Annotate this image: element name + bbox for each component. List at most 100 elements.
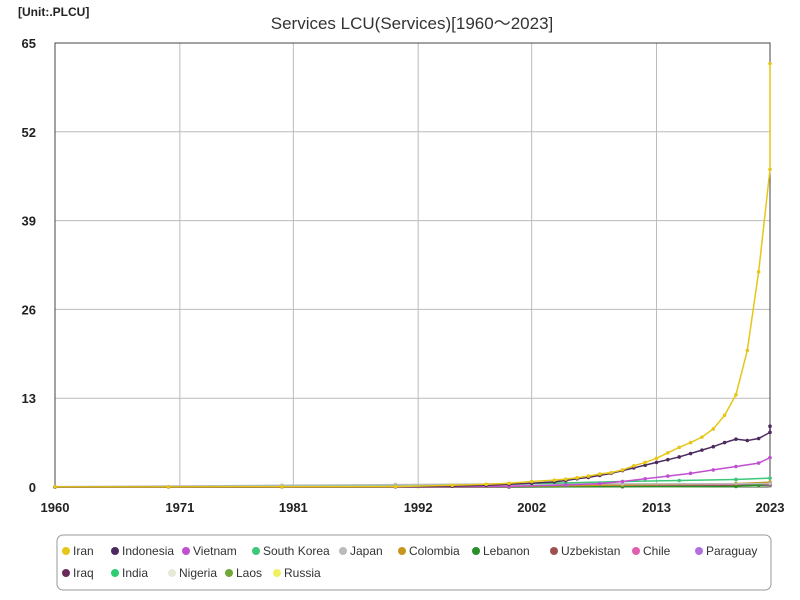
legend-label: Nigeria [179,566,217,580]
data-point [688,440,693,445]
data-point [722,413,727,418]
legend-marker [62,547,70,555]
data-point [450,483,455,488]
legend-label: Colombia [409,544,460,558]
legend-item: Laos [225,566,262,580]
data-point [756,436,761,441]
data-point [393,484,398,489]
legend-marker [695,547,703,555]
legend-label: South Korea [263,544,330,558]
legend-label: Lebanon [483,544,530,558]
data-point [643,463,647,467]
data-point [711,468,716,472]
data-point [654,456,659,461]
legend-label: Russia [284,566,321,580]
data-point [666,451,670,455]
legend-label: Chile [643,544,671,558]
data-point [768,481,772,486]
data-point [768,476,772,480]
data-point [575,475,579,480]
legend-item: Iraq [62,566,94,580]
y-axis-ticks: 0 13 26 39 52 65 [22,36,36,495]
data-point [711,444,716,449]
legend-marker [168,569,176,577]
data-point [756,461,761,465]
data-point [484,482,489,487]
legend-item: Lebanon [472,544,530,558]
legend-box [56,534,772,591]
series-line [54,456,771,488]
x-tick-label: 1971 [165,500,194,515]
data-point [700,448,704,452]
data-point [756,270,761,274]
x-tick-label: 2013 [642,500,671,515]
unit-label: [Unit:.PLCU] [18,5,89,19]
data-point [677,445,682,450]
legend-label: Vietnam [193,544,237,558]
legend-label: Iraq [73,566,94,580]
series-iran [53,61,772,489]
data-point [745,348,750,353]
legend-label: Laos [236,566,262,580]
data-point [166,485,171,489]
legend-label: Japan [350,544,383,558]
series-line [54,63,771,488]
legend-item: Nigeria [168,566,217,580]
data-point [768,424,772,429]
data-point [563,477,568,481]
data-point [643,477,647,481]
y-tick-label: 13 [22,391,36,406]
data-point [632,464,636,468]
legend-label: Iran [73,544,94,558]
legend-item: Paraguay [695,544,757,558]
data-point [654,460,659,465]
y-tick-label: 52 [22,125,36,140]
legend-marker [111,569,119,577]
data-point [722,440,727,445]
data-point [53,485,57,489]
data-point [700,435,704,439]
legend-marker [252,547,260,555]
data-point [768,61,772,66]
data-point [586,474,591,478]
data-point [768,167,772,172]
legend-marker [225,569,233,577]
legend-item: Indonesia [111,544,174,558]
data-point [688,451,693,456]
data-point [666,457,670,462]
data-point [280,484,284,489]
legend-marker [62,569,70,577]
data-point [768,430,772,435]
legend-item: Vietnam [182,544,237,558]
legend-label: Indonesia [122,544,174,558]
legend-item: Colombia [398,544,460,558]
data-point [734,484,738,489]
legend-item: Uzbekistan [550,544,620,558]
x-tick-label: 2002 [517,500,546,515]
data-point [768,455,772,460]
data-point [507,481,511,486]
data-point [609,470,613,475]
legend-item: Chile [632,544,671,558]
legend-marker [398,547,406,555]
y-tick-label: 39 [22,214,36,229]
y-tick-label: 26 [22,302,36,317]
x-tick-label: 1960 [41,500,70,515]
series-lines [53,61,772,489]
x-axis-ticks: 1960 1971 1981 1992 2002 2013 2023 [41,500,785,515]
legend-marker [632,547,640,555]
x-tick-label: 1981 [279,500,308,515]
data-point [745,438,750,443]
y-tick-label: 0 [29,480,36,495]
legend-label: India [122,566,148,580]
x-tick-label: 1992 [404,500,433,515]
data-point [529,479,534,484]
data-point [620,468,625,472]
legend-marker [472,547,480,555]
data-point [734,392,738,397]
legend-item: Russia [273,566,321,580]
data-point [688,471,693,476]
legend-marker [339,547,347,555]
y-tick-label: 65 [22,36,36,51]
